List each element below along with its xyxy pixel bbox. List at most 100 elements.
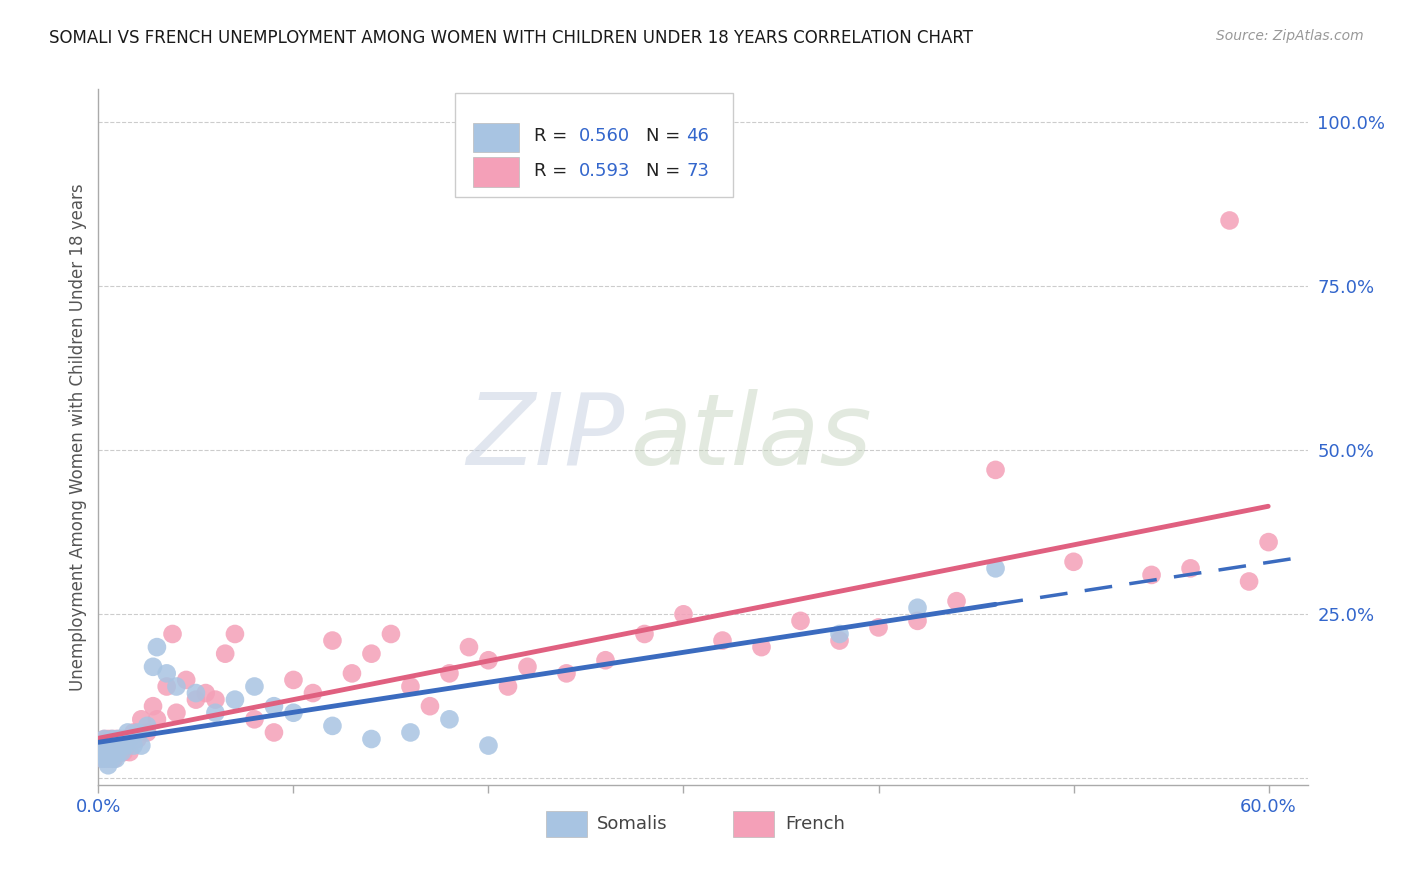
Point [419, 699, 441, 714]
Point [103, 739, 125, 753]
Text: N =: N = [647, 127, 686, 145]
Point [96, 752, 118, 766]
Point [595, 653, 617, 667]
FancyBboxPatch shape [734, 811, 775, 837]
Point [283, 706, 305, 720]
Point [516, 660, 538, 674]
Point [162, 627, 184, 641]
Point [96, 752, 118, 766]
Point [107, 739, 129, 753]
Text: SOMALI VS FRENCH UNEMPLOYMENT AMONG WOMEN WITH CHILDREN UNDER 18 YEARS CORRELATI: SOMALI VS FRENCH UNEMPLOYMENT AMONG WOME… [49, 29, 973, 46]
Point [283, 673, 305, 687]
Point [118, 731, 141, 746]
Text: 0.560: 0.560 [578, 127, 630, 145]
Point [122, 739, 145, 753]
Point [477, 739, 499, 753]
Point [224, 692, 246, 706]
Text: 46: 46 [686, 127, 709, 145]
FancyBboxPatch shape [474, 157, 519, 186]
Point [1237, 574, 1260, 589]
Text: Somalis: Somalis [596, 815, 668, 833]
Point [91, 752, 114, 766]
Text: N =: N = [647, 161, 686, 179]
Text: 73: 73 [686, 161, 709, 179]
Point [98, 739, 121, 753]
Point [104, 752, 127, 766]
Text: atlas: atlas [630, 389, 872, 485]
Point [399, 680, 422, 694]
Point [98, 745, 121, 759]
Point [103, 745, 125, 759]
Point [165, 680, 187, 694]
Point [945, 594, 967, 608]
Point [101, 752, 124, 766]
Point [360, 647, 382, 661]
Point [112, 745, 135, 759]
Point [93, 745, 115, 759]
Point [868, 620, 890, 634]
Point [174, 673, 197, 687]
Point [1219, 213, 1241, 227]
Point [672, 607, 695, 622]
Point [117, 739, 139, 753]
Point [131, 739, 153, 753]
Point [111, 745, 134, 759]
Point [907, 600, 929, 615]
Point [142, 699, 165, 714]
Point [828, 627, 851, 641]
Point [399, 725, 422, 739]
Point [131, 712, 153, 726]
Point [1063, 555, 1085, 569]
Point [93, 745, 115, 759]
Point [89, 739, 111, 753]
Text: Source: ZipAtlas.com: Source: ZipAtlas.com [1216, 29, 1364, 43]
Point [380, 627, 402, 641]
Point [458, 640, 481, 654]
Point [184, 686, 207, 700]
Point [477, 653, 499, 667]
Point [97, 758, 120, 772]
Point [104, 731, 127, 746]
FancyBboxPatch shape [456, 93, 734, 197]
Point [633, 627, 655, 641]
Point [194, 686, 217, 700]
Point [96, 739, 118, 753]
Point [114, 731, 136, 746]
Point [107, 745, 129, 759]
Point [711, 633, 734, 648]
Point [98, 739, 121, 753]
Point [136, 725, 159, 739]
Point [91, 752, 114, 766]
Point [142, 660, 165, 674]
Point [184, 692, 207, 706]
Point [107, 731, 129, 746]
Point [112, 731, 135, 746]
Point [136, 719, 159, 733]
Text: 0.593: 0.593 [578, 161, 630, 179]
Point [555, 666, 578, 681]
Point [321, 719, 343, 733]
Point [360, 731, 382, 746]
Point [243, 680, 266, 694]
Point [146, 640, 169, 654]
Point [103, 752, 125, 766]
Point [101, 731, 124, 746]
Point [114, 739, 136, 753]
Point [101, 745, 124, 759]
Point [263, 699, 285, 714]
Point [1257, 535, 1279, 549]
Point [108, 731, 131, 746]
Point [91, 739, 114, 753]
Point [117, 725, 139, 739]
Point [146, 712, 169, 726]
Point [127, 731, 149, 746]
Point [93, 731, 115, 746]
Point [243, 712, 266, 726]
Text: R =: R = [534, 161, 572, 179]
Point [439, 666, 461, 681]
Point [108, 739, 131, 753]
Text: French: French [785, 815, 845, 833]
Point [96, 739, 118, 753]
Y-axis label: Unemployment Among Women with Children Under 18 years: Unemployment Among Women with Children U… [69, 183, 87, 691]
Point [91, 739, 114, 753]
